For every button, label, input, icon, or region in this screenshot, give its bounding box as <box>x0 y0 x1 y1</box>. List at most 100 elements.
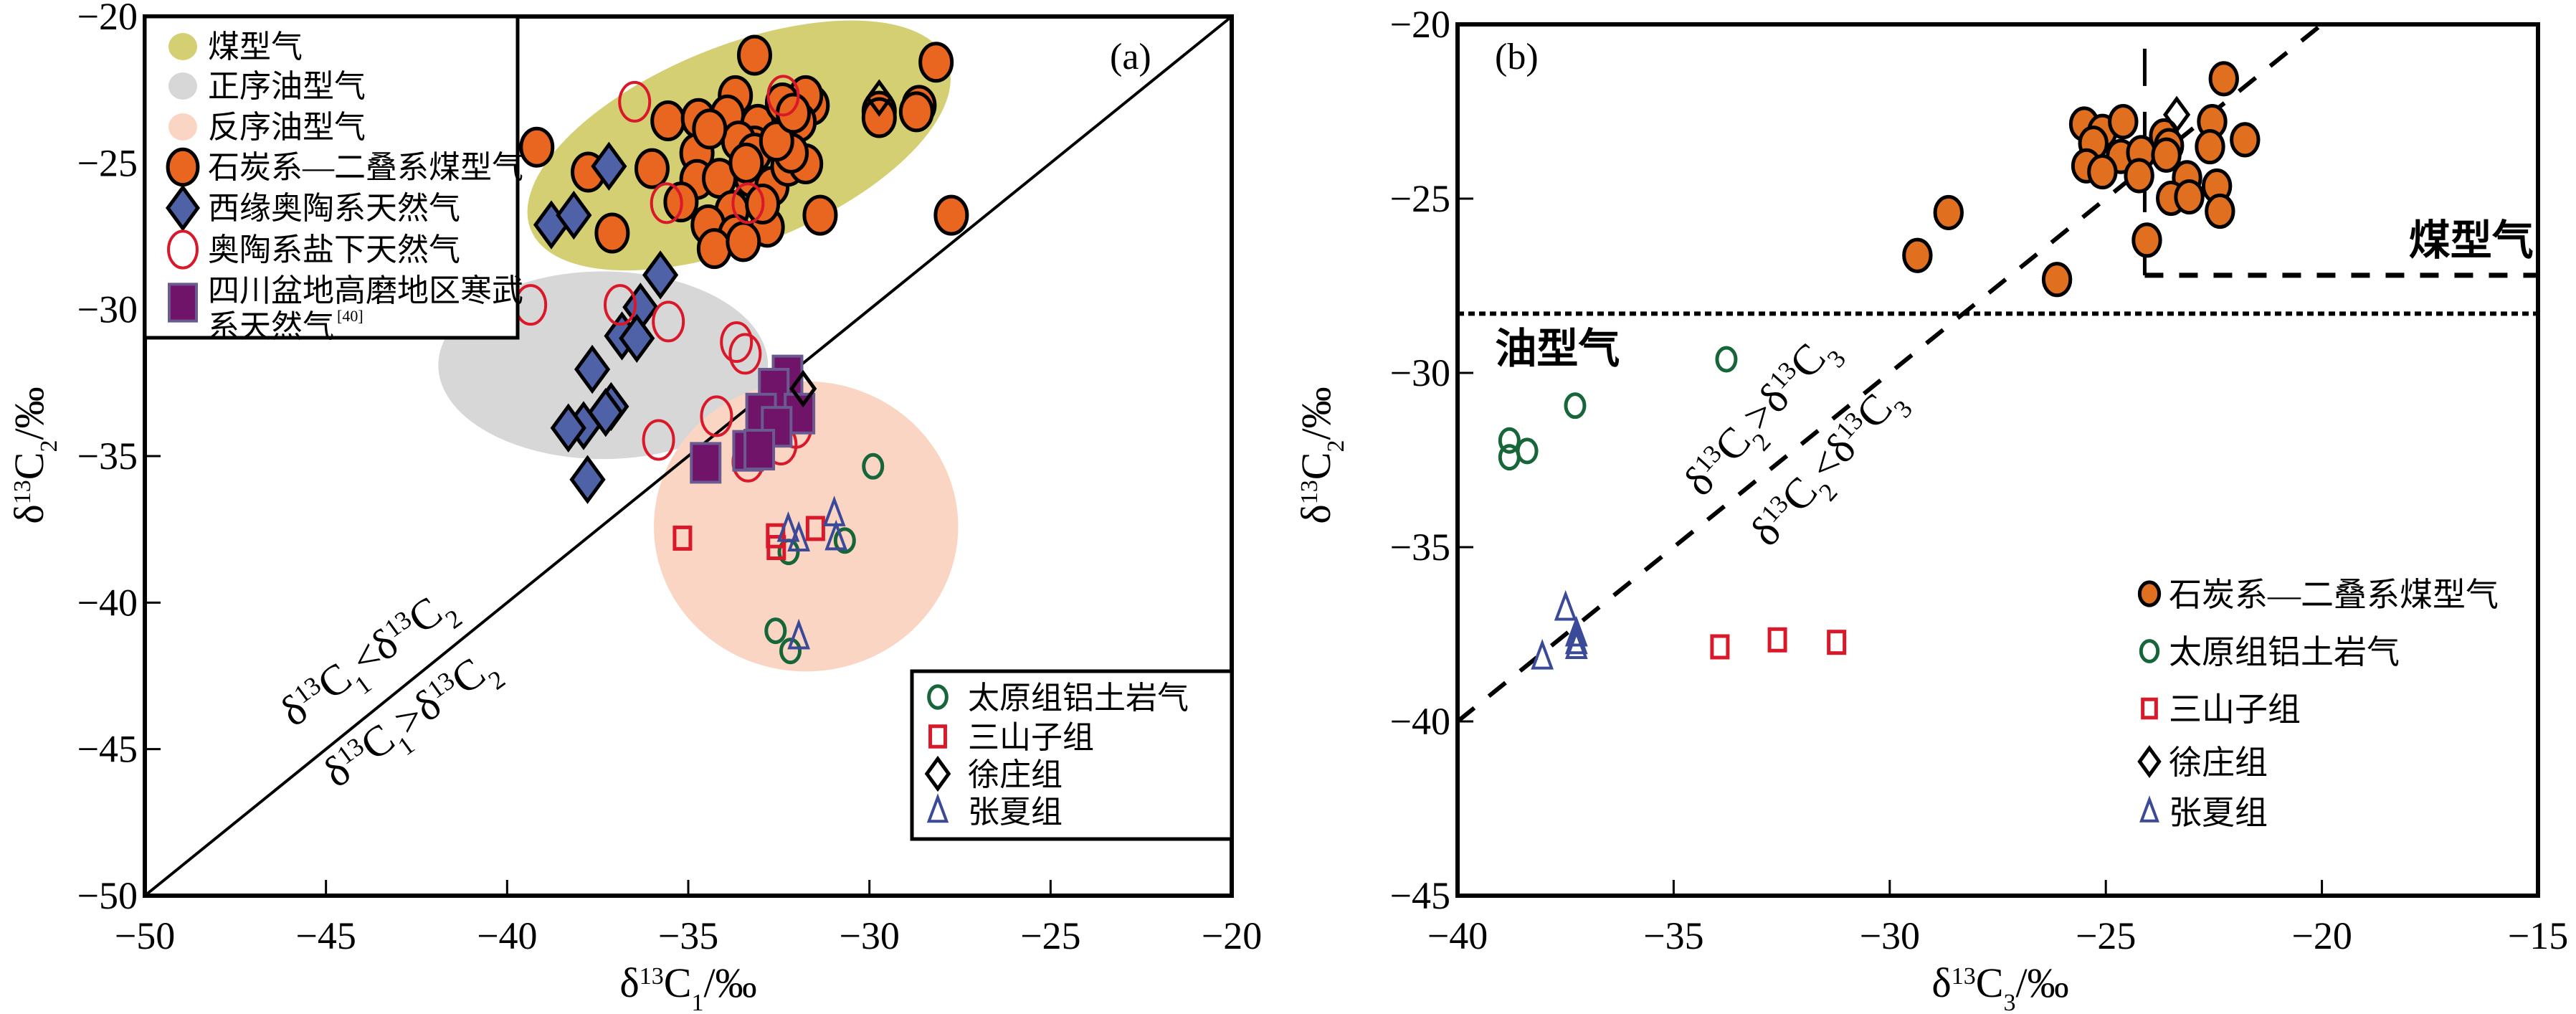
series-2-point <box>652 300 685 343</box>
a-legend-upper-item: 正序油型气 <box>168 69 366 104</box>
a-x-tick-label: −45 <box>295 914 356 957</box>
series-6-point <box>789 369 817 408</box>
a-legend-lower-box <box>910 669 1234 841</box>
series-1-point <box>550 403 586 452</box>
series-2-point <box>618 80 652 123</box>
b-series-2 <box>1710 627 1847 660</box>
series-2-point <box>642 419 675 461</box>
a-legend-marker-open-circle <box>927 684 949 710</box>
series-5-point <box>766 535 786 561</box>
series-1-point <box>574 344 611 394</box>
series-7-point <box>776 511 800 542</box>
b-xlabel-subscript: 3 <box>2003 990 2015 1014</box>
a-legend-marker-open-square <box>928 724 947 749</box>
b-legend-item: 太原组铝土岩气 <box>2139 634 2400 671</box>
series-0-point <box>726 221 761 262</box>
b-series-0-point <box>2208 61 2239 97</box>
a-legend-label: 反序油型气 <box>208 110 366 145</box>
b-series-4 <box>1531 589 1588 670</box>
a-points <box>514 34 969 665</box>
a-legend-marker-region <box>168 113 197 141</box>
a-legend-marker-open-diamond <box>924 755 951 792</box>
series-0-point <box>692 108 728 150</box>
b-series-0-point <box>2108 103 2139 140</box>
a-legend-marker-region <box>168 33 197 60</box>
a-legend-upper-item: 石炭系—二叠系煤型气 <box>166 147 523 187</box>
a-legend-label: 三山子组 <box>968 720 1094 755</box>
a-legend-label-line2: 系天然气 <box>208 309 334 344</box>
series-0-point <box>696 228 732 270</box>
series-2-point <box>603 284 637 326</box>
a-legend-label: 正序油型气 <box>208 69 366 104</box>
reference-line-y-equals-x <box>143 15 1233 897</box>
series-4-point <box>764 617 787 645</box>
series-1-point <box>642 250 679 300</box>
b-x-tick-label: −35 <box>1643 914 1703 957</box>
a-legend-upper-item: 西缘奥陶系天然气 <box>165 184 460 232</box>
b-x-tick-label: −20 <box>2291 914 2352 957</box>
series-3-point <box>690 442 722 484</box>
b-series-0-point <box>2041 262 2073 298</box>
b-series-1-point <box>1516 437 1539 465</box>
series-5-point <box>805 516 825 541</box>
a-x-axis-title: δ13C1/‰ <box>619 959 756 1014</box>
a-legend-marker-filled-circle <box>166 147 200 187</box>
b-region-label-oil: 油型气 <box>1495 326 1620 372</box>
b-series-1-point <box>1564 392 1587 420</box>
a-x-tick-label: −30 <box>839 914 899 957</box>
a-y-tick-label: −45 <box>77 728 138 771</box>
series-2-point <box>650 182 683 224</box>
b-series-4-point <box>1554 589 1577 621</box>
series-1-point <box>619 313 655 363</box>
b-ylabel-text: /‰ <box>1293 387 1339 440</box>
b-y-tick-label: −35 <box>1390 526 1450 569</box>
b-x-tick-label: −15 <box>2508 914 2568 957</box>
b-ylabel-text: δ <box>1293 504 1339 523</box>
a-legend-upper-item: 反序油型气 <box>168 110 366 145</box>
series-7-point <box>824 519 848 551</box>
b-legend-label: 徐庄组 <box>2169 744 2268 781</box>
b-legend-marker-open-circle <box>2139 639 2160 663</box>
a-y-axis-title: δ13C2/‰ <box>6 387 62 523</box>
b-series-4-point <box>1531 638 1554 670</box>
a-y-tick-label: −20 <box>77 0 138 38</box>
b-legend-label: 张夏组 <box>2169 795 2268 831</box>
b-legend-item: 徐庄组 <box>2137 744 2268 781</box>
b-series-1 <box>1498 346 1738 471</box>
b-series-0-point <box>2087 153 2118 190</box>
a-ticks: −50 −45 −40 −35 −30 −25 −20 −50 −45 −40 −35 −30 −25 −… <box>77 0 1263 957</box>
a-xlabel-text: /‰ <box>703 959 756 1006</box>
series-7-point <box>787 521 811 552</box>
b-xlabel-superscript: 13 <box>1952 963 1976 990</box>
series-0-point <box>898 91 934 133</box>
series-2-point <box>720 321 754 364</box>
series-5-point <box>672 525 693 551</box>
a-legend-reference: [40] <box>337 307 363 325</box>
a-legend-upper: 煤型气正序油型气反序油型气石炭系—二叠系煤型气西缘奥陶系天然气奥陶系盐下天然气四… <box>143 14 523 344</box>
a-x-tick-label: −25 <box>1020 914 1080 957</box>
a-legend-upper-item: 奥陶系盐下天然气 <box>167 229 460 270</box>
a-legend-label: 张夏组 <box>968 795 1063 830</box>
a-y-tick-label: −40 <box>77 581 138 624</box>
a-legend-label: 煤型气 <box>208 29 303 65</box>
series-4-point <box>862 452 885 480</box>
b-xlabel-title-text: δ13C3/‰ <box>1931 959 2068 1014</box>
b-x-tick-label: −30 <box>1860 914 1920 957</box>
b-series-4-point <box>1564 628 1588 659</box>
b-series-0-point <box>2174 179 2205 215</box>
series-7-point <box>787 618 811 650</box>
b-legend-item: 石炭系—二叠系煤型气 <box>2137 577 2499 613</box>
a-rel-lower-text: δ13C1>δ13C2 <box>315 640 510 805</box>
b-series-3-point <box>2162 95 2191 134</box>
a-legend-label: 奥陶系盐下天然气 <box>208 232 460 267</box>
a-xlabel-title-text: δ13C1/‰ <box>619 959 756 1014</box>
b-series-2-point <box>1710 634 1730 660</box>
a-x-tick-label: −20 <box>1202 914 1262 957</box>
b-y-axis-title: δ13C2/‰ <box>1293 387 1349 523</box>
a-x-tick-label: −50 <box>115 914 175 957</box>
a-xlabel-text: C <box>664 959 692 1006</box>
b-legend-marker-open-triangle <box>2139 795 2159 823</box>
b-legend-label: 石炭系—二叠系煤型气 <box>2169 577 2499 613</box>
